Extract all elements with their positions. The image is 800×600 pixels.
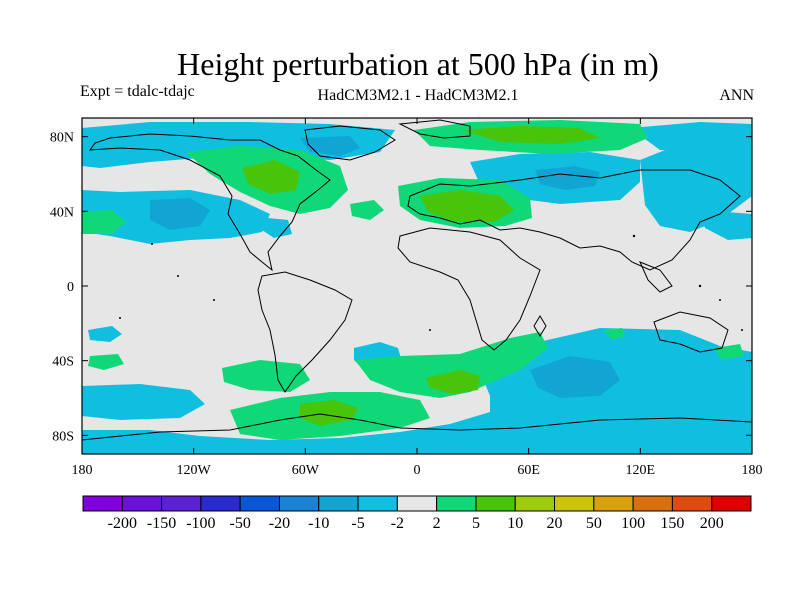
chart-title: Height perturbation at 500 hPa (in m) [177,46,659,82]
colorbar-label: 10 [507,515,523,532]
colorbar-label: 150 [660,515,684,532]
small-islands [119,234,743,331]
model-label: HadCM3M2.1 - HadCM3M2.1 [317,87,519,104]
colorbar-label: 20 [547,515,563,532]
colorbar-label: -50 [230,515,251,532]
negative-anomaly-cores [150,136,620,398]
colorbar-label: 5 [472,515,480,532]
lat-tick-label: 0 [67,280,74,295]
lat-tick-label: 40S [52,355,74,370]
colorbar-label: 200 [700,515,724,532]
lon-tick-label: 60E [517,463,540,478]
longitude-axis: 180 120W 60W 0 60E 120E 180 [72,118,763,478]
height-field [82,118,752,454]
latitude-axis: 80N 40N 0 40S 80S [50,131,752,444]
colorbar-label: -5 [351,515,364,532]
colorbar-swatch [121,495,163,512]
colorbar-label: 2 [433,515,441,532]
colorbar-swatch [82,495,123,512]
colorbar-label: -2 [391,515,404,532]
colorbar-swatch [711,495,752,512]
colorbar-label: 100 [621,515,645,532]
colorbar-swatch [436,495,477,512]
lat-tick-label: 40N [50,205,74,220]
colorbar-swatch [239,495,280,512]
colorbar-swatch [318,495,359,512]
colorbar-label: -20 [269,515,290,532]
colorbar-label: -150 [147,515,176,532]
colorbar-swatch [278,495,320,512]
colorbar-swatch [357,495,398,512]
colorbar-swatch [200,495,241,512]
experiment-label: Expt = tdalc-tdajc [80,83,195,100]
lon-tick-label: 0 [414,463,421,478]
lat-tick-label: 80S [52,429,74,444]
positive-anomaly-cores [242,126,600,426]
season-label: ANN [719,87,754,104]
lon-tick-label: 120W [177,463,212,478]
colorbar-swatch [554,495,595,512]
colorbar-label: 50 [586,515,602,532]
lon-tick-label: 60W [292,463,320,478]
lon-tick-label: 120E [626,463,656,478]
lon-tick-label: 180 [742,463,763,478]
colorbar-swatch [514,495,556,512]
colorbar-swatch [475,495,516,512]
lon-tick-label: 180 [72,463,93,478]
colorbar-label: -10 [308,515,329,532]
colorbar-swatch [593,495,634,512]
colorbar-swatch [161,495,202,512]
colorbar-swatch [671,495,713,512]
coastlines [82,119,752,441]
colorbar: -200 -150 -100 -50 -20 -10 -5 -2 2 5 10 20 50 100 150 2… [82,495,752,532]
lat-tick-label: 80N [50,131,74,146]
colorbar-swatch [632,495,673,512]
colorbar-label: -200 [108,515,137,532]
colorbar-swatch [396,495,438,512]
colorbar-label: -100 [186,515,215,532]
